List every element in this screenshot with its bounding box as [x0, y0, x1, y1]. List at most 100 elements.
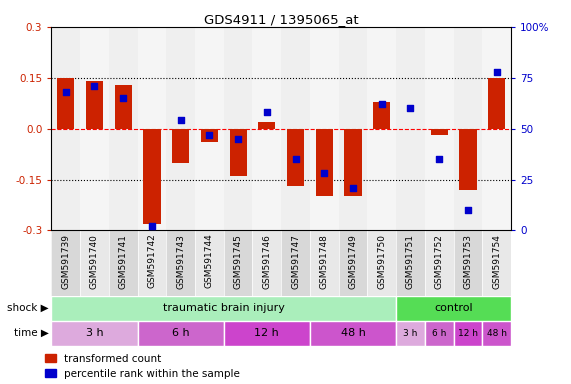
Text: 48 h: 48 h: [340, 328, 365, 338]
Bar: [138, 230, 166, 296]
Bar: [282, 27, 310, 230]
Bar: [453, 321, 482, 346]
Bar: [51, 27, 80, 230]
Text: 6 h: 6 h: [432, 329, 447, 338]
Text: GSM591751: GSM591751: [406, 233, 415, 289]
Bar: [396, 296, 511, 321]
Bar: [195, 27, 224, 230]
Text: 3 h: 3 h: [403, 329, 417, 338]
Bar: [109, 230, 138, 296]
Title: GDS4911 / 1395065_at: GDS4911 / 1395065_at: [204, 13, 359, 26]
Bar: [396, 27, 425, 230]
Bar: [57, 78, 74, 129]
Bar: [282, 230, 310, 296]
Text: GSM591743: GSM591743: [176, 233, 185, 288]
Bar: [166, 27, 195, 230]
Bar: [488, 78, 505, 129]
Text: 12 h: 12 h: [255, 328, 279, 338]
Point: [205, 132, 214, 138]
Bar: [310, 321, 396, 346]
Bar: [482, 230, 511, 296]
Bar: [482, 321, 511, 346]
Text: GSM591742: GSM591742: [147, 233, 156, 288]
Bar: [172, 129, 189, 162]
Text: 6 h: 6 h: [172, 328, 190, 338]
Point: [291, 156, 300, 162]
Bar: [51, 296, 396, 321]
Text: GSM591744: GSM591744: [205, 233, 214, 288]
Bar: [258, 122, 275, 129]
Bar: [482, 27, 511, 230]
Bar: [138, 27, 166, 230]
Bar: [115, 84, 132, 129]
Bar: [396, 230, 425, 296]
Bar: [51, 321, 138, 346]
Point: [406, 105, 415, 111]
Text: GSM591747: GSM591747: [291, 233, 300, 288]
Bar: [310, 230, 339, 296]
Bar: [339, 230, 367, 296]
Text: 12 h: 12 h: [458, 329, 478, 338]
Text: GSM591752: GSM591752: [435, 233, 444, 288]
Bar: [367, 230, 396, 296]
Bar: [316, 129, 333, 197]
Text: shock ▶: shock ▶: [7, 303, 49, 313]
Bar: [224, 230, 252, 296]
Bar: [166, 230, 195, 296]
Text: control: control: [435, 303, 473, 313]
Bar: [453, 27, 482, 230]
Point: [119, 95, 128, 101]
Point: [348, 185, 357, 191]
Point: [262, 109, 271, 116]
Bar: [425, 321, 453, 346]
Text: GSM591749: GSM591749: [348, 233, 357, 288]
Bar: [287, 129, 304, 186]
Text: GSM591745: GSM591745: [234, 233, 243, 288]
Bar: [425, 27, 453, 230]
Text: time ▶: time ▶: [14, 328, 49, 338]
Point: [176, 118, 185, 124]
Text: GSM591740: GSM591740: [90, 233, 99, 288]
Bar: [143, 129, 160, 223]
Point: [435, 156, 444, 162]
Legend: transformed count, percentile rank within the sample: transformed count, percentile rank withi…: [45, 354, 240, 379]
Text: GSM591741: GSM591741: [119, 233, 128, 288]
Bar: [252, 230, 282, 296]
Bar: [459, 129, 477, 190]
Point: [147, 223, 156, 229]
Bar: [373, 101, 391, 129]
Text: GSM591753: GSM591753: [464, 233, 472, 289]
Text: 48 h: 48 h: [486, 329, 506, 338]
Text: GSM591739: GSM591739: [61, 233, 70, 289]
Point: [61, 89, 70, 95]
Bar: [80, 230, 109, 296]
Bar: [195, 230, 224, 296]
Bar: [396, 321, 425, 346]
Bar: [425, 230, 453, 296]
Point: [492, 69, 501, 75]
Bar: [86, 81, 103, 129]
Point: [90, 83, 99, 89]
Text: GSM591754: GSM591754: [492, 233, 501, 288]
Bar: [339, 27, 367, 230]
Bar: [344, 129, 361, 197]
Bar: [453, 230, 482, 296]
Text: 3 h: 3 h: [86, 328, 103, 338]
Bar: [367, 27, 396, 230]
Bar: [51, 230, 80, 296]
Text: GSM591746: GSM591746: [262, 233, 271, 288]
Point: [464, 207, 473, 213]
Bar: [224, 321, 310, 346]
Point: [234, 136, 243, 142]
Text: traumatic brain injury: traumatic brain injury: [163, 303, 285, 313]
Bar: [230, 129, 247, 176]
Bar: [138, 321, 224, 346]
Bar: [431, 129, 448, 136]
Bar: [109, 27, 138, 230]
Bar: [201, 129, 218, 142]
Point: [320, 170, 329, 177]
Point: [377, 101, 387, 107]
Bar: [310, 27, 339, 230]
Text: GSM591750: GSM591750: [377, 233, 386, 289]
Bar: [252, 27, 282, 230]
